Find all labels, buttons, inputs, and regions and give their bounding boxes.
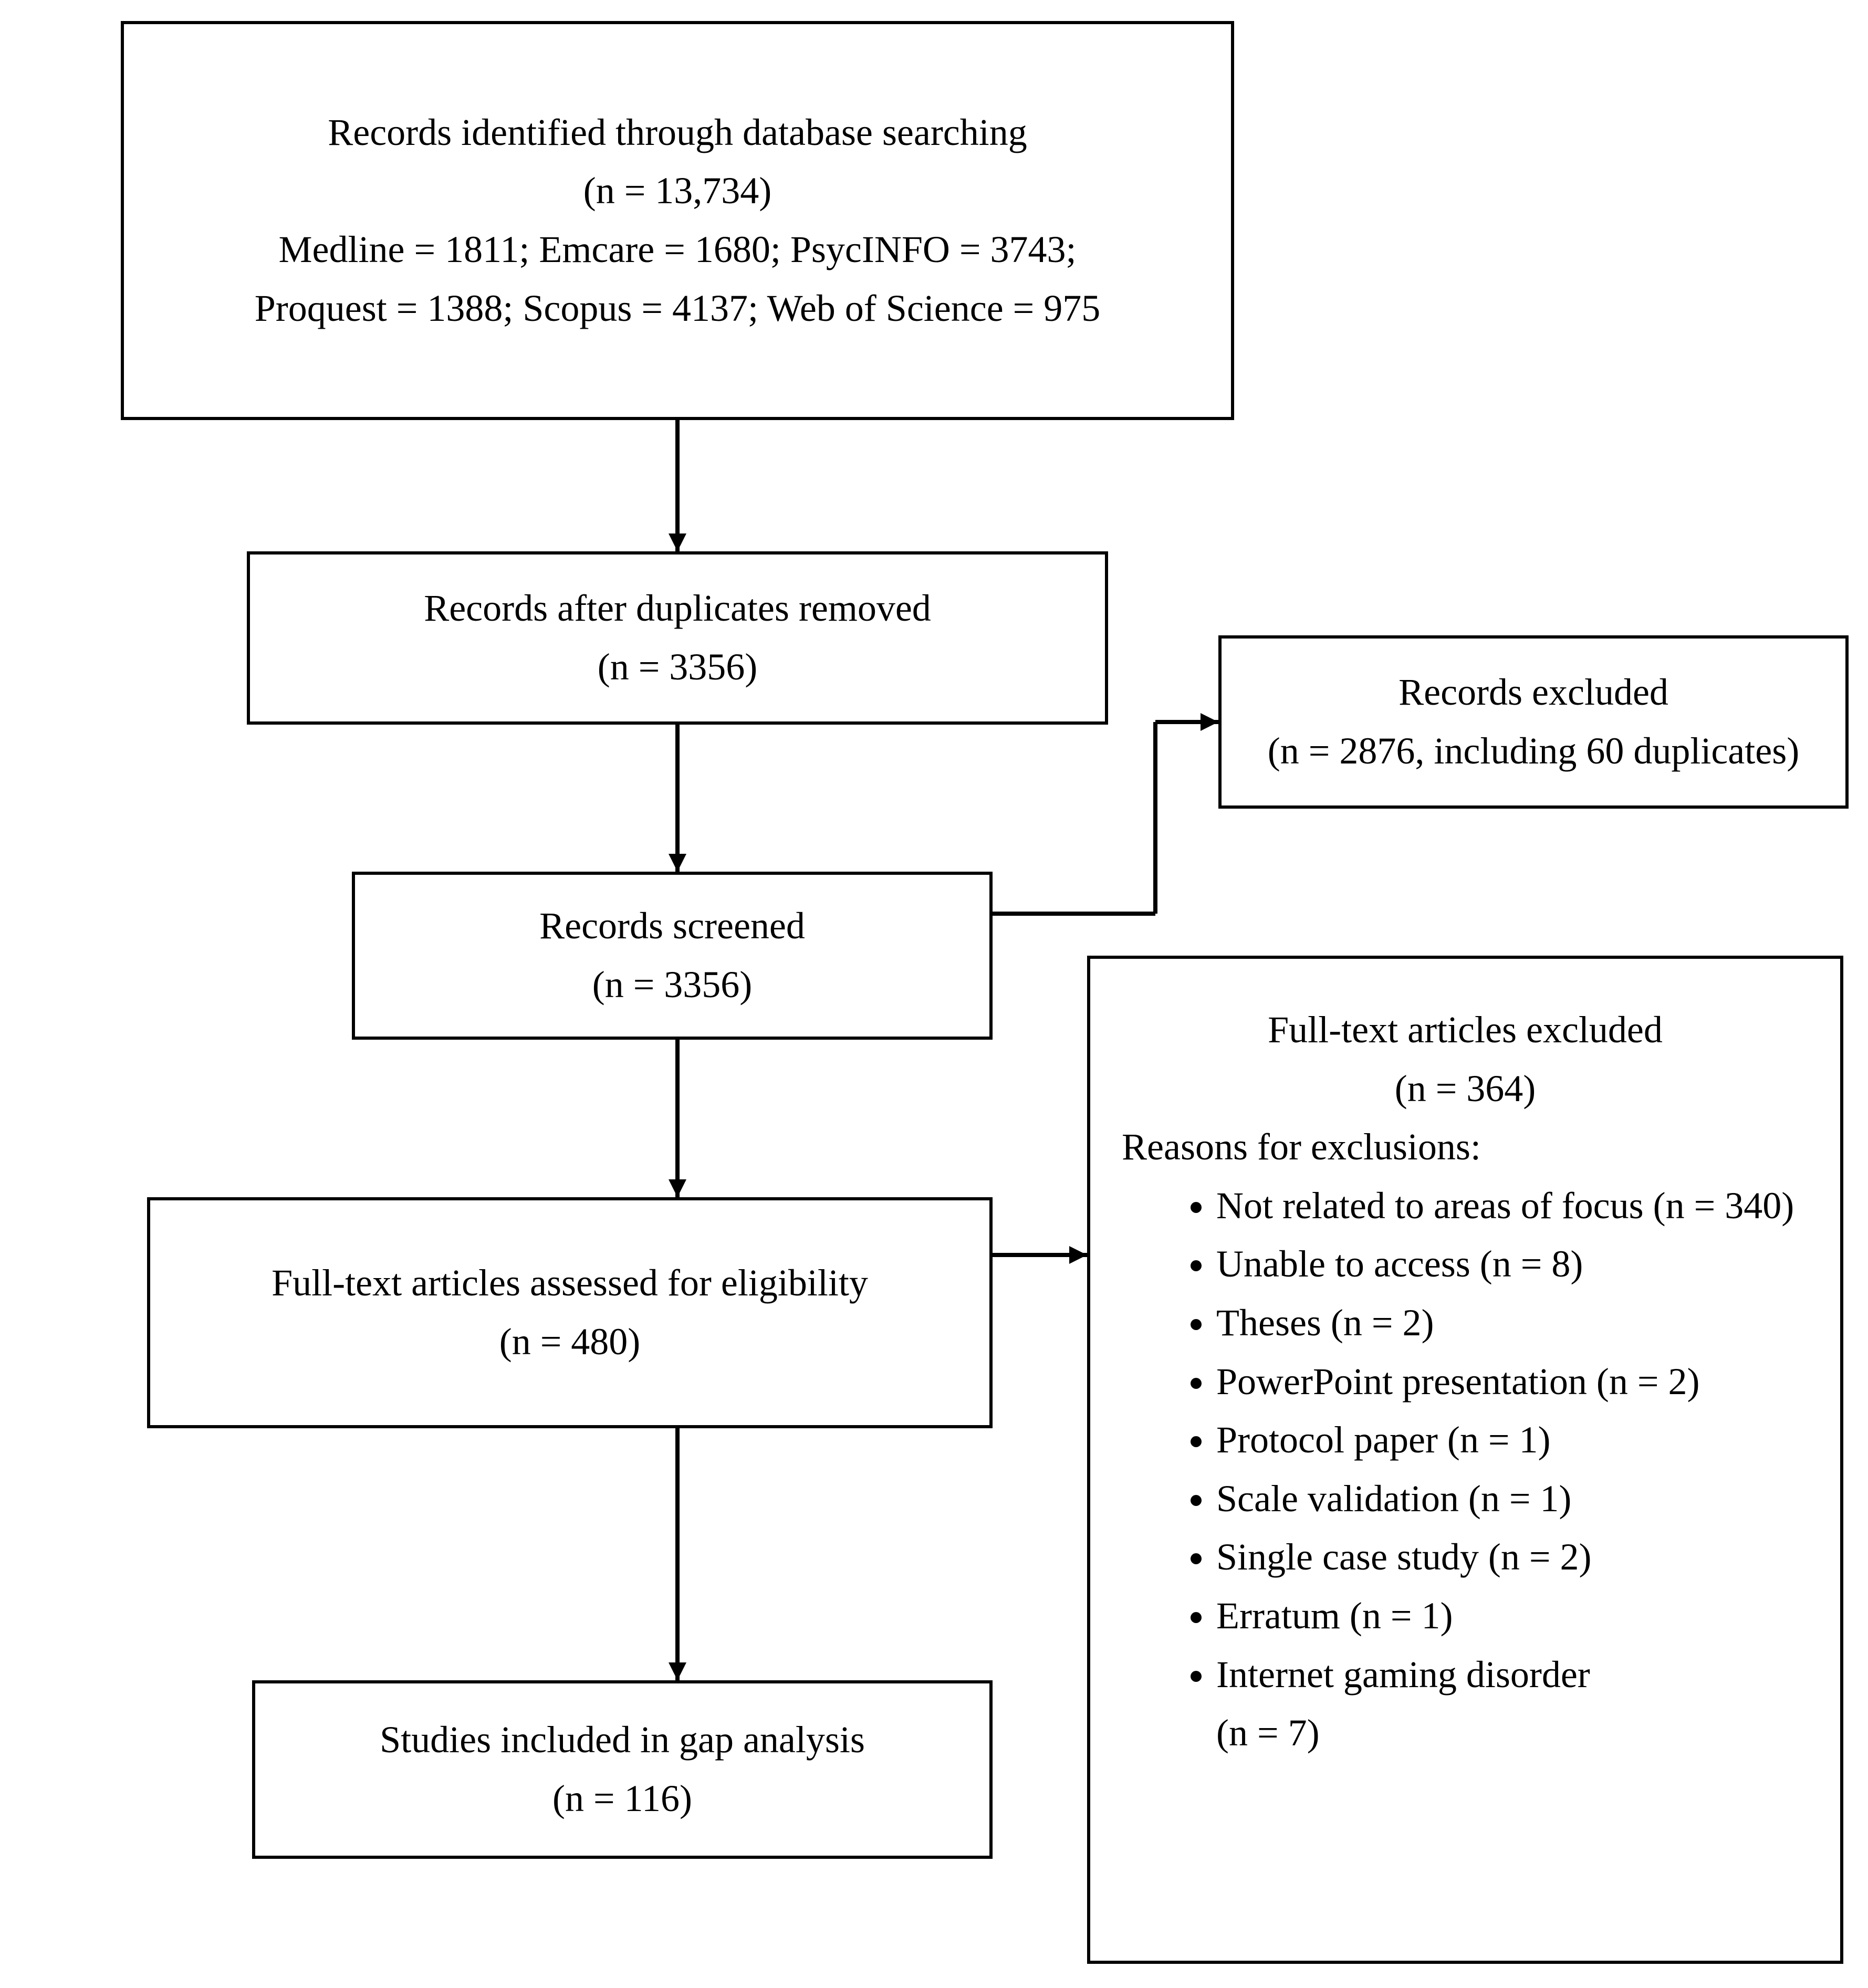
node-excluded2-header: Full-text articles excluded(n = 364)Reas… [1122,1001,1809,1177]
node-included: Studies included in gap analysis(n = 116… [252,1680,993,1859]
node-identified-line: (n = 13,734) [155,162,1199,221]
bullet-item: PowerPoint presentation (n = 2) [1216,1353,1809,1411]
node-excluded2-header-line: (n = 364) [1122,1060,1809,1118]
node-duplicates-line: (n = 3356) [281,638,1073,697]
bullet-item: Not related to areas of focus (n = 340) [1216,1177,1809,1236]
node-excluded1-line: Records excluded [1253,663,1814,722]
bullet-item: Theses (n = 2) [1216,1294,1809,1353]
node-identified-line: Proquest = 1388; Scopus = 4137; Web of S… [155,279,1199,338]
node-excluded2-header-line: Reasons for exclusions: [1122,1118,1809,1177]
bullet-item: Internet gaming disorder (n = 7) [1216,1646,1809,1763]
bullet-item: Unable to access (n = 8) [1216,1235,1809,1294]
node-identified-line: Medline = 1811; Emcare = 1680; PsycINFO … [155,221,1199,279]
node-included-line: (n = 116) [287,1770,958,1828]
node-identified-line: Records identified through database sear… [155,103,1199,162]
node-screened: Records screened(n = 3356) [352,872,993,1040]
node-fulltext: Full-text articles assessed for eligibil… [147,1197,993,1428]
node-excluded2: Full-text articles excluded(n = 364)Reas… [1087,956,1843,1964]
node-excluded1-line: (n = 2876, including 60 duplicates) [1253,722,1814,781]
node-excluded2-header-line: Full-text articles excluded [1122,1001,1809,1060]
node-screened-line: (n = 3356) [387,956,958,1014]
node-duplicates: Records after duplicates removed(n = 335… [247,551,1108,725]
bullet-item: Erratum (n = 1) [1216,1587,1809,1646]
node-excluded1: Records excluded(n = 2876, including 60 … [1218,635,1849,809]
node-screened-line: Records screened [387,897,958,956]
node-fulltext-line: (n = 480) [182,1313,958,1372]
node-fulltext-line: Full-text articles assessed for eligibil… [182,1254,958,1313]
flowchart-canvas: Records identified through database sear… [0,0,1868,1988]
bullet-item: Protocol paper (n = 1) [1216,1411,1809,1470]
bullet-item: Single case study (n = 2) [1216,1528,1809,1587]
node-identified: Records identified through database sear… [121,21,1234,420]
node-excluded2-bullets: Not related to areas of focus (n = 340)U… [1122,1177,1809,1763]
node-duplicates-line: Records after duplicates removed [281,579,1073,638]
node-included-line: Studies included in gap analysis [287,1711,958,1770]
bullet-item: Scale validation (n = 1) [1216,1470,1809,1529]
